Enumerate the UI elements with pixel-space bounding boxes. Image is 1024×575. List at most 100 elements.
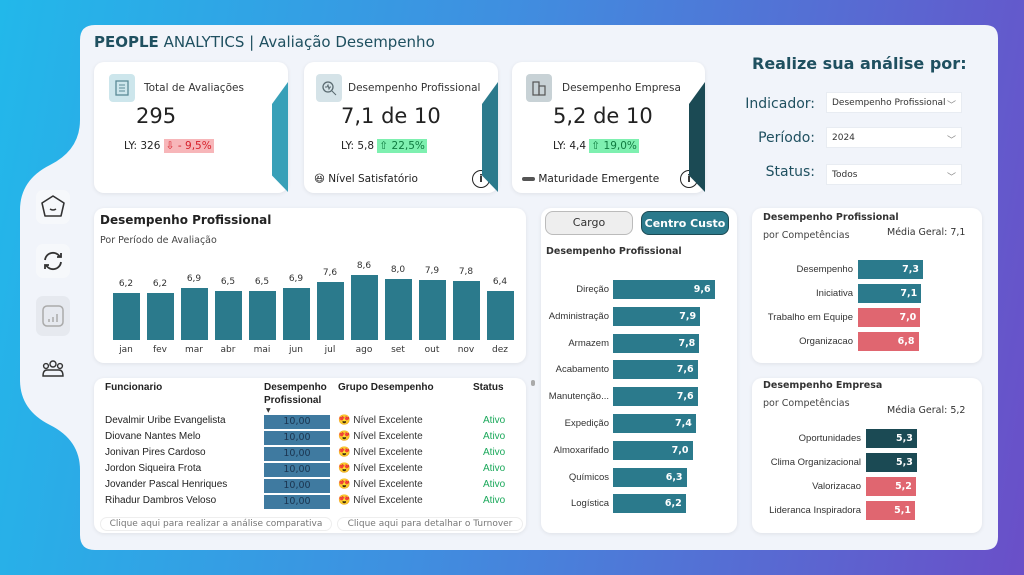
status-cell: Ativo xyxy=(483,415,506,426)
heart-eyes-emoji-icon: 😍 xyxy=(338,479,351,490)
column-header-funcionario[interactable]: Funcionario xyxy=(105,382,163,393)
bar[interactable] xyxy=(249,290,276,340)
chart-subtitle: Por Período de Avaliação xyxy=(100,235,217,246)
score-cell: 10,00 xyxy=(264,431,330,445)
employee-name: Rihadur Dambros Veloso xyxy=(105,495,217,506)
status-cell: Ativo xyxy=(483,447,506,458)
x-tick-label: set xyxy=(391,345,405,355)
filter-label: Período: xyxy=(758,130,815,146)
bar[interactable]: 5,2 xyxy=(866,477,916,496)
nav-dashboard[interactable] xyxy=(36,296,70,336)
category-label: Direção xyxy=(576,284,609,295)
x-tick-label: jul xyxy=(324,345,336,355)
bar[interactable]: 5,3 xyxy=(866,429,917,448)
category-label: Lideranca Inspiradora xyxy=(769,505,861,516)
kpi-value: 5,2 de 10 xyxy=(553,104,653,128)
heart-eyes-emoji-icon: 😍 xyxy=(338,431,351,442)
chart-subtitle: por Competências xyxy=(763,398,850,409)
data-label: 7,8 xyxy=(458,266,474,277)
category-label: Expedição xyxy=(564,418,609,429)
bar[interactable]: 7,0 xyxy=(613,440,693,460)
x-tick-label: ago xyxy=(355,345,373,355)
data-label: 8,0 xyxy=(390,265,406,276)
bar[interactable]: 7,1 xyxy=(858,284,922,303)
category-label: Logística xyxy=(570,498,609,510)
bar[interactable] xyxy=(113,292,140,340)
bar[interactable] xyxy=(317,282,344,340)
kpi-card-desempenho-profissional: Desempenho Profissional 7,1 de 10 LY: 5,… xyxy=(304,62,498,193)
bar[interactable] xyxy=(283,287,310,340)
kpi-footer: 😆 Nível Satisfatório xyxy=(314,173,418,185)
bar[interactable] xyxy=(419,279,446,340)
kpi-label: Desempenho Empresa xyxy=(562,82,681,94)
score-cell: 10,00 xyxy=(264,479,330,493)
score-cell: 10,00 xyxy=(264,495,330,509)
bar[interactable]: 7,3 xyxy=(858,260,923,279)
bar[interactable] xyxy=(385,279,412,340)
nav-refresh[interactable] xyxy=(36,244,70,278)
sort-desc-icon[interactable]: ▼ xyxy=(266,407,271,414)
chevron-down-icon: ﹀ xyxy=(946,136,956,146)
kpi-ribbon xyxy=(272,82,288,192)
score-cell: 10,00 xyxy=(264,447,330,461)
category-label: Valorizacao xyxy=(812,481,861,492)
x-tick-label: fev xyxy=(152,345,168,355)
status-cell: Ativo xyxy=(483,495,506,506)
bar[interactable] xyxy=(351,274,378,340)
x-tick-label: mai xyxy=(253,345,271,355)
bar[interactable] xyxy=(147,292,174,340)
bar[interactable]: 6,8 xyxy=(858,332,919,351)
kpi-label: Desempenho Profissional xyxy=(348,82,481,94)
bar[interactable]: 5,3 xyxy=(866,453,917,472)
bar[interactable] xyxy=(181,287,208,340)
bar[interactable] xyxy=(487,291,514,340)
page-title: PEOPLE ANALYTICS | Avaliação Desempenho xyxy=(94,33,435,51)
kpi-value: 295 xyxy=(136,104,177,128)
bar[interactable]: 6,2 xyxy=(613,494,686,514)
centro-custo-toggle-button[interactable]: Centro Custo xyxy=(641,211,729,235)
cargo-toggle-button[interactable]: Cargo xyxy=(545,211,633,235)
column-header-status[interactable]: Status xyxy=(473,382,504,393)
category-label: Químicos xyxy=(568,471,609,483)
category-label: Organizacao xyxy=(799,336,853,347)
kpi-ribbon xyxy=(482,82,498,192)
people-icon xyxy=(42,360,64,377)
chart-subtitle: por Competências xyxy=(763,230,850,241)
bar[interactable]: 7,6 xyxy=(613,387,698,407)
employee-name: Jonivan Pires Cardoso xyxy=(105,447,206,458)
bar[interactable]: 7,8 xyxy=(613,333,700,353)
category-label: Desempenho xyxy=(796,264,853,275)
bar[interactable]: 6,3 xyxy=(613,467,687,487)
kpi-label: Total de Avaliações xyxy=(144,82,244,94)
bar[interactable]: 7,6 xyxy=(613,360,698,380)
column-header-grupo[interactable]: Grupo Desempenho xyxy=(338,382,434,393)
nav-home[interactable] xyxy=(36,190,70,224)
x-tick-label: jan xyxy=(119,345,133,355)
score-cell: 10,00 xyxy=(264,463,330,477)
building-icon xyxy=(526,74,552,102)
detalhar-turnover-button[interactable]: Clique aqui para detalhar o Turnover xyxy=(337,517,523,531)
nav-people[interactable] xyxy=(36,352,70,386)
document-icon xyxy=(109,74,135,102)
category-label: Administração xyxy=(548,310,609,322)
bar[interactable]: 7,0 xyxy=(858,308,921,327)
category-label: Clima Organizacional xyxy=(770,457,861,468)
scrollbar[interactable] xyxy=(531,380,535,386)
analise-comparativa-button[interactable]: Clique aqui para realizar a análise comp… xyxy=(100,517,332,531)
filters-title: Realize sua análise por: xyxy=(752,54,967,73)
bar[interactable] xyxy=(215,290,242,340)
category-label: Almoxarifado xyxy=(553,444,609,456)
indicador-dropdown[interactable]: Desempenho Profissional ﹀ xyxy=(826,92,962,113)
bar[interactable] xyxy=(453,280,480,340)
bar[interactable]: 7,4 xyxy=(613,414,696,433)
bar[interactable]: 9,6 xyxy=(613,280,715,299)
group-cell: 😍 Nível Excelente xyxy=(338,479,423,490)
bar[interactable]: 5,1 xyxy=(866,501,915,520)
data-label: 8,6 xyxy=(356,260,372,271)
employee-name: Diovane Nantes Melo xyxy=(105,431,201,442)
magnify-chart-icon xyxy=(316,74,342,102)
bar[interactable]: 7,9 xyxy=(613,306,701,326)
status-dropdown[interactable]: Todos ﹀ xyxy=(826,164,962,185)
periodo-dropdown[interactable]: 2024 ﹀ xyxy=(826,127,962,148)
column-header-desempenho[interactable]: Desempenho Profissional xyxy=(264,382,327,406)
